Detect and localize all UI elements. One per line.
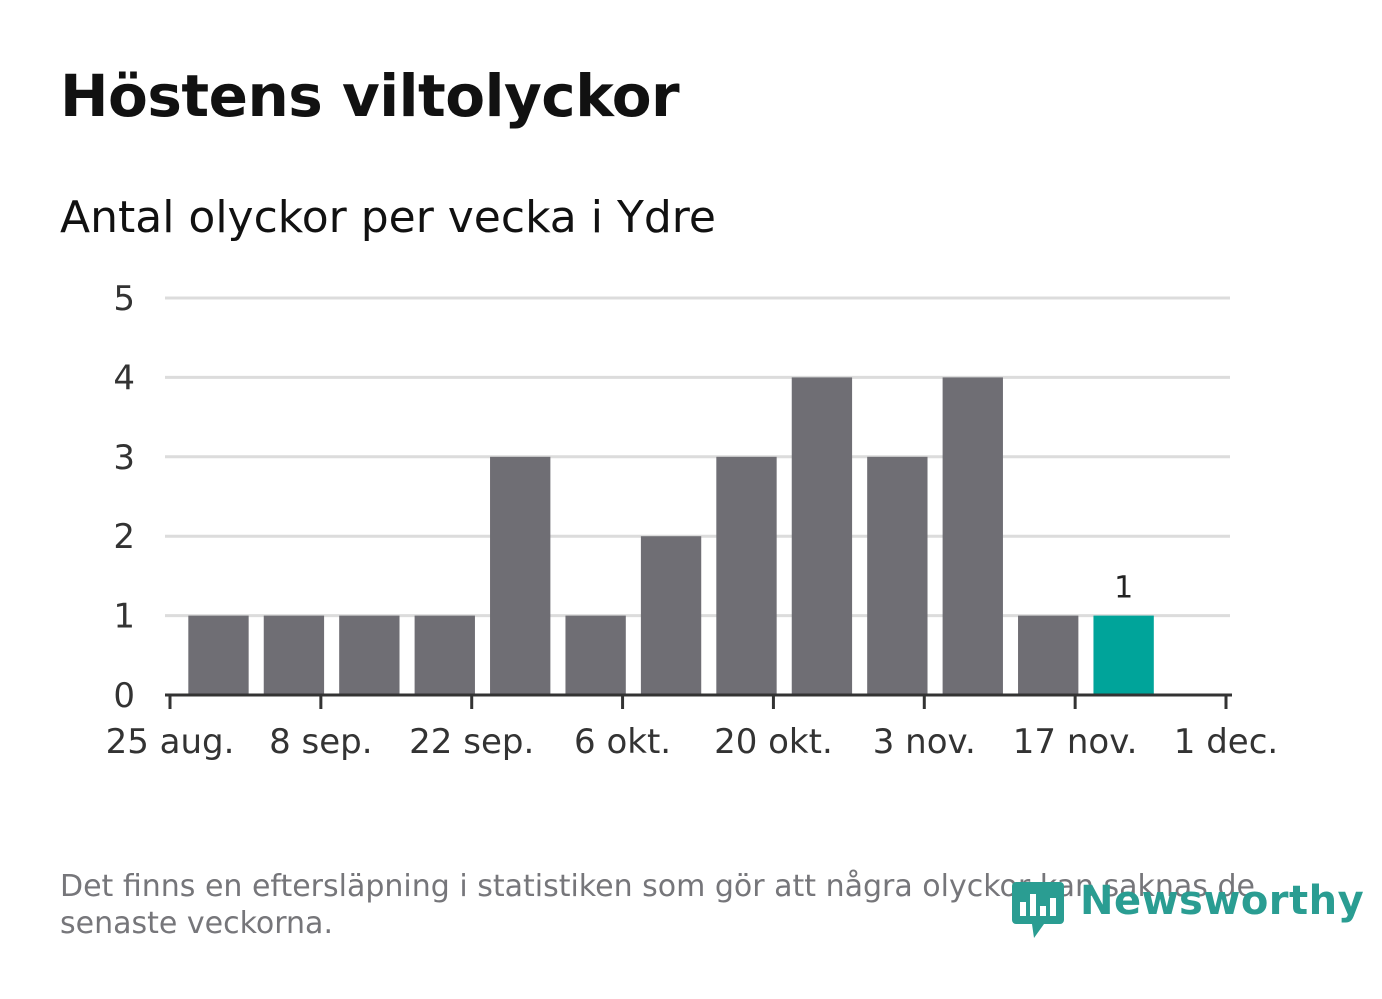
bar	[1018, 615, 1079, 695]
x-tick-label: 8 sep.	[269, 722, 372, 762]
bar	[640, 536, 702, 695]
bar	[263, 615, 325, 695]
x-tick-label: 25 aug.	[106, 722, 235, 762]
bar	[1093, 615, 1154, 695]
bar	[565, 615, 626, 695]
bar-chart: 0 1 2 3 4 5 25 aug. 8 sep. 22 sep. 6 okt. 20 okt.…	[106, 279, 1279, 762]
bar	[490, 456, 551, 695]
newsworthy-logo-icon	[1012, 882, 1064, 938]
y-tick-label: 1	[113, 597, 135, 637]
bar	[942, 377, 1003, 695]
bar	[414, 615, 475, 695]
x-tick-label: 17 nov.	[1013, 722, 1138, 762]
x-tick-label: 3 nov.	[873, 722, 976, 762]
x-axis: 25 aug. 8 sep. 22 sep. 6 okt. 20 okt. 3 nov. 1…	[106, 693, 1278, 762]
bar	[339, 615, 400, 695]
y-tick-label: 3	[113, 438, 135, 478]
data-labels: 1	[1114, 571, 1133, 606]
x-tick-label: 22 sep.	[409, 722, 534, 762]
x-tick-label: 20 okt.	[714, 722, 833, 762]
brand-name: Newsworthy	[1080, 878, 1365, 924]
bar	[791, 377, 853, 695]
y-tick-label: 2	[113, 517, 135, 557]
chart-subtitle: Antal olyckor per vecka i Ydre	[60, 192, 716, 243]
brand-logo: Newsworthy	[1010, 872, 1364, 942]
bars	[188, 377, 1154, 695]
x-tick-label: 1 dec.	[1174, 722, 1278, 762]
bar	[716, 456, 777, 695]
y-tick-label: 5	[113, 279, 135, 319]
y-tick-label: 0	[113, 676, 135, 716]
bar	[188, 615, 249, 695]
bar	[867, 456, 928, 695]
x-tick-label: 6 okt.	[574, 722, 671, 762]
y-tick-label: 4	[113, 358, 135, 398]
chart-title: Höstens viltolyckor	[60, 62, 680, 130]
bar-value-label: 1	[1114, 571, 1133, 606]
y-axis: 0 1 2 3 4 5	[113, 279, 135, 716]
